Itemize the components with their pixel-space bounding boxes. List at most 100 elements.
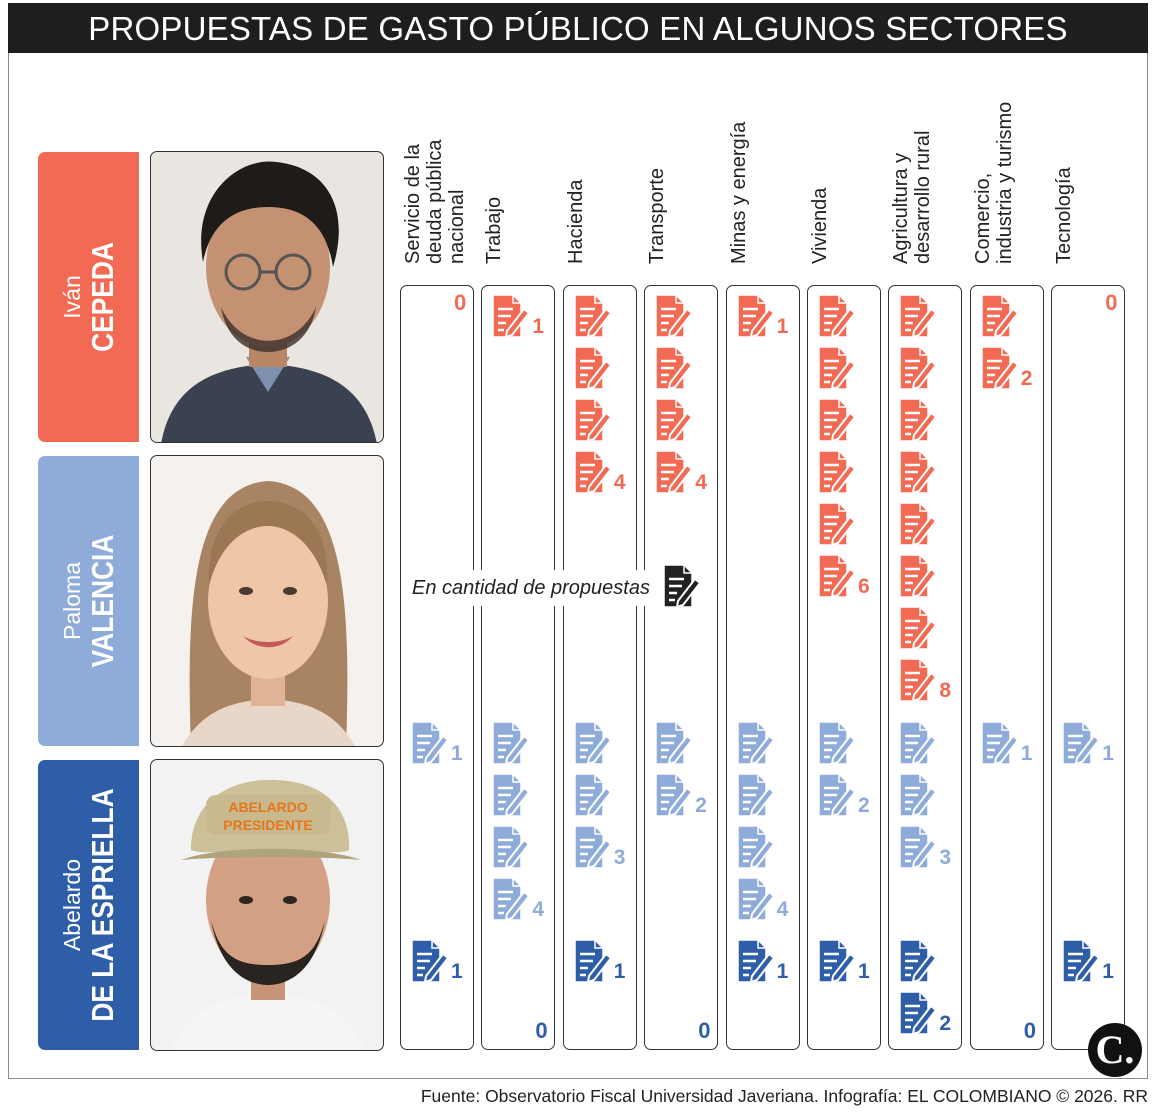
value-label: 2	[939, 1012, 952, 1035]
value-label: 0	[698, 1018, 711, 1043]
sector-label: Servicio de la deuda pública nacional	[402, 139, 468, 264]
document-pen-icon	[573, 772, 613, 818]
value-label: 1	[451, 960, 463, 983]
document-pen-icon	[898, 293, 938, 339]
value-label: 4	[695, 471, 707, 494]
sector-column	[400, 285, 474, 1050]
value-label: 6	[858, 575, 870, 598]
sector-label-line: Servicio de la	[402, 143, 424, 264]
document-pen-icon	[817, 501, 857, 547]
document-pen-icon	[654, 720, 694, 766]
value-label: 4	[613, 471, 626, 494]
document-pen-icon	[817, 293, 857, 339]
document-pen-icon	[654, 772, 694, 818]
sector-label: Comercio, industria y turismo	[972, 102, 1016, 264]
sector-header: Agricultura y desarrollo rural	[890, 80, 962, 264]
sector-header: Tecnología	[1053, 80, 1125, 264]
sector-label-line: Trabajo	[483, 196, 506, 264]
document-pen-icon	[898, 397, 938, 443]
document-pen-icon	[898, 657, 938, 703]
document-pen-icon	[736, 938, 775, 984]
candidate-photo-espriella: ABELARDO PRESIDENTE	[150, 759, 384, 1051]
sector-label-line: industria y turismo	[993, 101, 1016, 264]
document-pen-icon	[736, 293, 775, 339]
sector-label-line: Transporte	[646, 168, 669, 264]
sector-column	[969, 285, 1044, 1050]
document-pen-icon	[898, 938, 938, 984]
sector-label-line: Hacienda	[564, 179, 587, 264]
document-pen-icon	[491, 293, 531, 339]
value-label: 0	[535, 1018, 548, 1043]
candidate-first-name: Iván	[58, 275, 85, 319]
document-pen-icon	[654, 449, 694, 495]
value-label: 0	[454, 290, 467, 315]
document-pen-icon	[654, 345, 694, 391]
document-pen-icon	[817, 553, 857, 599]
document-pen-icon	[980, 720, 1020, 766]
document-pen-icon	[573, 720, 613, 766]
sector-label: Minas y energía	[728, 122, 750, 264]
document-pen-icon	[491, 772, 531, 818]
legend-label: En cantidad de propuestas	[412, 576, 650, 599]
value-label: 3	[939, 846, 952, 869]
sector-header: Comercio, industria y turismo	[972, 80, 1044, 264]
sector-header: Servicio de la deuda pública nacional	[402, 80, 474, 264]
document-pen-icon	[573, 293, 613, 339]
sector-header: Hacienda	[565, 80, 637, 264]
sector-header: Minas y energía	[728, 80, 800, 264]
document-pen-icon	[898, 720, 938, 766]
value-label: 1	[776, 960, 789, 983]
sector-label-line: deuda pública	[424, 139, 446, 264]
document-pen-icon	[817, 449, 857, 495]
document-pen-icon	[980, 345, 1020, 391]
document-pen-icon	[898, 772, 938, 818]
value-label: 1	[1020, 742, 1033, 765]
document-pen-icon	[898, 449, 938, 495]
sector-column	[1051, 285, 1126, 1050]
candidate-photo-valencia	[150, 455, 384, 747]
document-pen-icon	[898, 553, 938, 599]
value-label: 8	[939, 679, 952, 702]
value-label: 3	[613, 846, 626, 869]
document-pen-icon	[573, 449, 613, 495]
source-note: Fuente: Observatorio Fiscal Universidad …	[420, 1086, 1148, 1106]
sector-header: Transporte	[646, 80, 718, 264]
document-pen-icon	[491, 824, 531, 870]
sector-label-line: Comercio,	[971, 172, 994, 264]
document-pen-icon	[573, 938, 613, 984]
sector-column	[481, 285, 556, 1050]
candidate-first-name: Paloma	[58, 562, 85, 640]
sector-label: Vivienda	[809, 188, 831, 264]
value-label: 4	[532, 898, 545, 921]
document-pen-icon	[817, 345, 857, 391]
sector-header: Vivienda	[809, 80, 881, 264]
document-pen-icon	[573, 397, 613, 443]
document-pen-icon	[654, 293, 694, 339]
document-pen-icon	[898, 990, 938, 1036]
value-label: 2	[695, 794, 707, 817]
chart-frame	[8, 53, 1148, 1079]
candidate-last-name: CEPEDA	[84, 242, 120, 352]
document-pen-icon	[736, 772, 775, 818]
legend: En cantidad de propuestas	[408, 563, 708, 608]
value-label: 0	[1023, 1018, 1037, 1043]
sector-label-line: Tecnología	[1053, 167, 1076, 264]
document-pen-icon	[491, 876, 531, 922]
document-pen-icon	[1061, 938, 1101, 984]
el-colombiano-logo: C.	[1088, 1023, 1142, 1077]
candidate-name-cepeda: Iván CEPEDA	[38, 152, 139, 442]
sector-label-line: nacional	[446, 189, 468, 264]
document-pen-icon	[736, 824, 775, 870]
candidate-last-name: VALENCIA	[84, 534, 120, 668]
candidate-photo-cepeda	[150, 151, 384, 443]
chart-title: PROPUESTAS DE GASTO PÚBLICO EN ALGUNOS S…	[8, 3, 1148, 53]
sector-header: Trabajo	[483, 80, 555, 264]
document-pen-icon	[736, 720, 775, 766]
sector-label: Trabajo	[483, 197, 505, 264]
value-label: 1	[1102, 960, 1114, 983]
sector-label-line: Agricultura y	[890, 152, 913, 264]
document-pen-icon	[817, 397, 857, 443]
candidate-name-valencia: Paloma VALENCIA	[38, 456, 139, 746]
sector-label-line: desarrollo rural	[912, 130, 935, 264]
document-pen-icon	[898, 345, 938, 391]
